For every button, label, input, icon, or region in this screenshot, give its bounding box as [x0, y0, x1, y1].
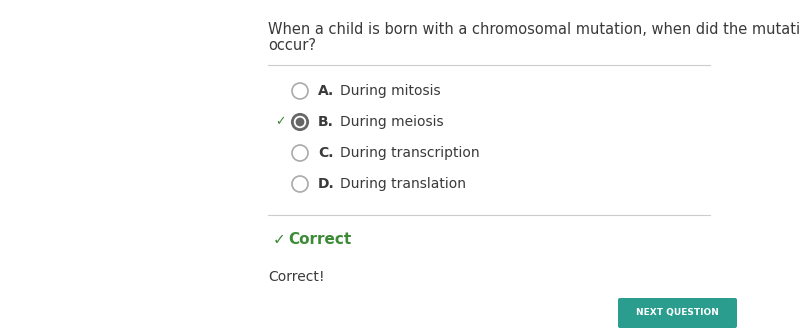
Circle shape	[292, 83, 308, 99]
Text: D.: D.	[318, 177, 334, 191]
Text: occur?: occur?	[268, 38, 316, 53]
Text: During transcription: During transcription	[340, 146, 480, 160]
FancyBboxPatch shape	[618, 298, 737, 328]
Text: ✓: ✓	[274, 115, 286, 129]
Circle shape	[296, 118, 304, 126]
Text: During mitosis: During mitosis	[340, 84, 441, 98]
Circle shape	[292, 145, 308, 161]
Text: C.: C.	[318, 146, 334, 160]
Text: Correct: Correct	[288, 233, 351, 248]
Circle shape	[292, 114, 308, 130]
Text: A.: A.	[318, 84, 334, 98]
Text: During translation: During translation	[340, 177, 466, 191]
Circle shape	[292, 176, 308, 192]
Text: When a child is born with a chromosomal mutation, when did the mutation: When a child is born with a chromosomal …	[268, 22, 800, 37]
Text: During meiosis: During meiosis	[340, 115, 444, 129]
Text: Correct!: Correct!	[268, 270, 325, 284]
Text: B.: B.	[318, 115, 334, 129]
Text: NEXT QUESTION: NEXT QUESTION	[636, 309, 719, 318]
Text: ✓: ✓	[273, 233, 286, 248]
